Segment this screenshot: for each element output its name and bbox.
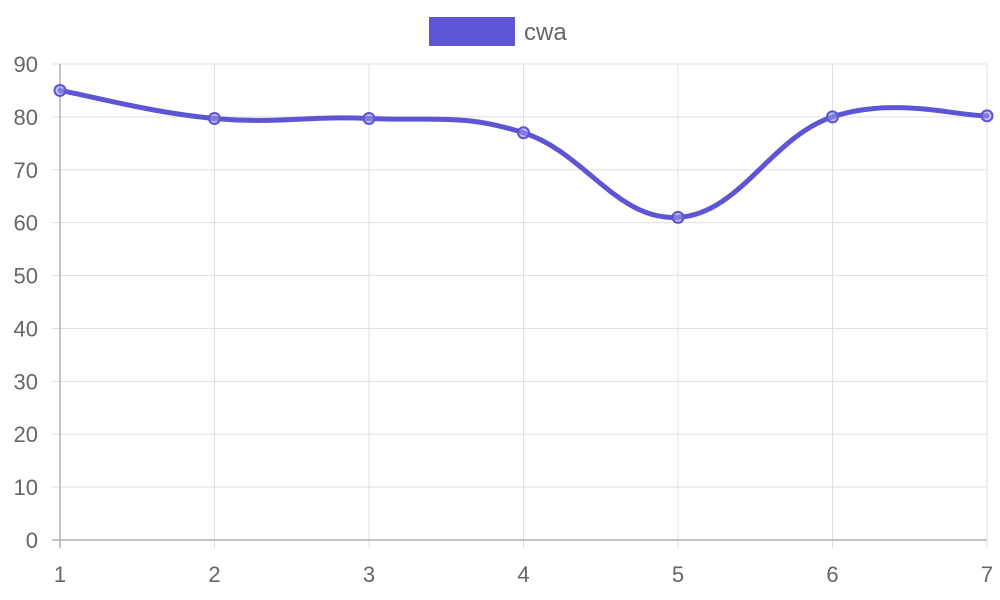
y-tick-label: 0 — [26, 528, 38, 553]
y-tick-label: 20 — [14, 422, 38, 447]
x-tick-label: 3 — [363, 562, 375, 587]
legend-swatch[interactable] — [429, 17, 515, 46]
axis-layer — [52, 64, 987, 548]
series-layer — [53, 83, 994, 224]
x-tick-label: 7 — [981, 562, 993, 587]
x-tick-label: 1 — [54, 562, 66, 587]
x-tick-label: 4 — [517, 562, 529, 587]
x-tick-label: 6 — [826, 562, 838, 587]
data-point[interactable] — [362, 111, 376, 125]
data-point[interactable] — [826, 110, 839, 124]
legend-label[interactable]: cwa — [524, 19, 567, 46]
y-tick-label: 70 — [14, 158, 38, 183]
data-point[interactable] — [671, 210, 685, 224]
tick-labels: 0 10 20 30 40 50 60 70 80 90 1 2 3 4 5 6 7 — [14, 52, 994, 587]
y-tick-label: 30 — [14, 369, 38, 394]
y-tick-label: 60 — [14, 211, 38, 236]
y-tick-label: 50 — [14, 264, 38, 289]
data-point[interactable] — [208, 111, 221, 125]
y-tick-label: 90 — [14, 52, 38, 77]
grid-layer — [52, 63, 988, 548]
legend[interactable]: cwa — [429, 17, 567, 46]
data-point[interactable] — [517, 126, 530, 140]
x-tick-label: 2 — [208, 562, 220, 587]
data-point[interactable] — [980, 109, 994, 123]
y-tick-label: 80 — [14, 105, 38, 130]
data-point[interactable] — [53, 83, 67, 97]
x-tick-label: 5 — [672, 562, 684, 587]
y-tick-label: 40 — [14, 316, 38, 341]
y-tick-label: 10 — [14, 475, 38, 500]
